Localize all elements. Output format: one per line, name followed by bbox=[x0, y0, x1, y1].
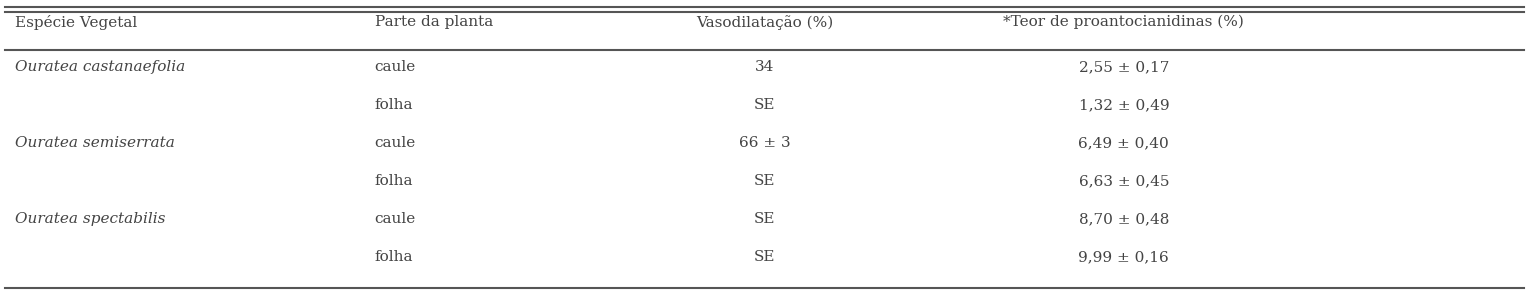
Text: 2,55 ± 0,17: 2,55 ± 0,17 bbox=[1078, 60, 1170, 74]
Text: SE: SE bbox=[754, 250, 775, 264]
Text: caule: caule bbox=[375, 60, 416, 74]
Text: 6,63 ± 0,45: 6,63 ± 0,45 bbox=[1078, 174, 1170, 188]
Text: 1,32 ± 0,49: 1,32 ± 0,49 bbox=[1078, 98, 1170, 112]
Text: 8,70 ± 0,48: 8,70 ± 0,48 bbox=[1078, 212, 1170, 226]
Text: *Teor de proantocianidinas (%): *Teor de proantocianidinas (%) bbox=[1003, 15, 1245, 29]
Text: Ouratea spectabilis: Ouratea spectabilis bbox=[15, 212, 165, 226]
Text: caule: caule bbox=[375, 212, 416, 226]
Text: 6,49 ± 0,40: 6,49 ± 0,40 bbox=[1078, 136, 1170, 150]
Text: 34: 34 bbox=[755, 60, 774, 74]
Text: folha: folha bbox=[375, 98, 413, 112]
Text: 9,99 ± 0,16: 9,99 ± 0,16 bbox=[1078, 250, 1170, 264]
Text: Ouratea semiserrata: Ouratea semiserrata bbox=[15, 136, 176, 150]
Text: SE: SE bbox=[754, 174, 775, 188]
Text: 66 ± 3: 66 ± 3 bbox=[739, 136, 790, 150]
Text: folha: folha bbox=[375, 174, 413, 188]
Text: caule: caule bbox=[375, 136, 416, 150]
Text: Vasodilatação (%): Vasodilatação (%) bbox=[696, 15, 833, 30]
Text: Espécie Vegetal: Espécie Vegetal bbox=[15, 15, 138, 30]
Text: Ouratea castanaefolia: Ouratea castanaefolia bbox=[15, 60, 185, 74]
Text: Parte da planta: Parte da planta bbox=[375, 15, 492, 29]
Text: SE: SE bbox=[754, 212, 775, 226]
Text: folha: folha bbox=[375, 250, 413, 264]
Text: SE: SE bbox=[754, 98, 775, 112]
